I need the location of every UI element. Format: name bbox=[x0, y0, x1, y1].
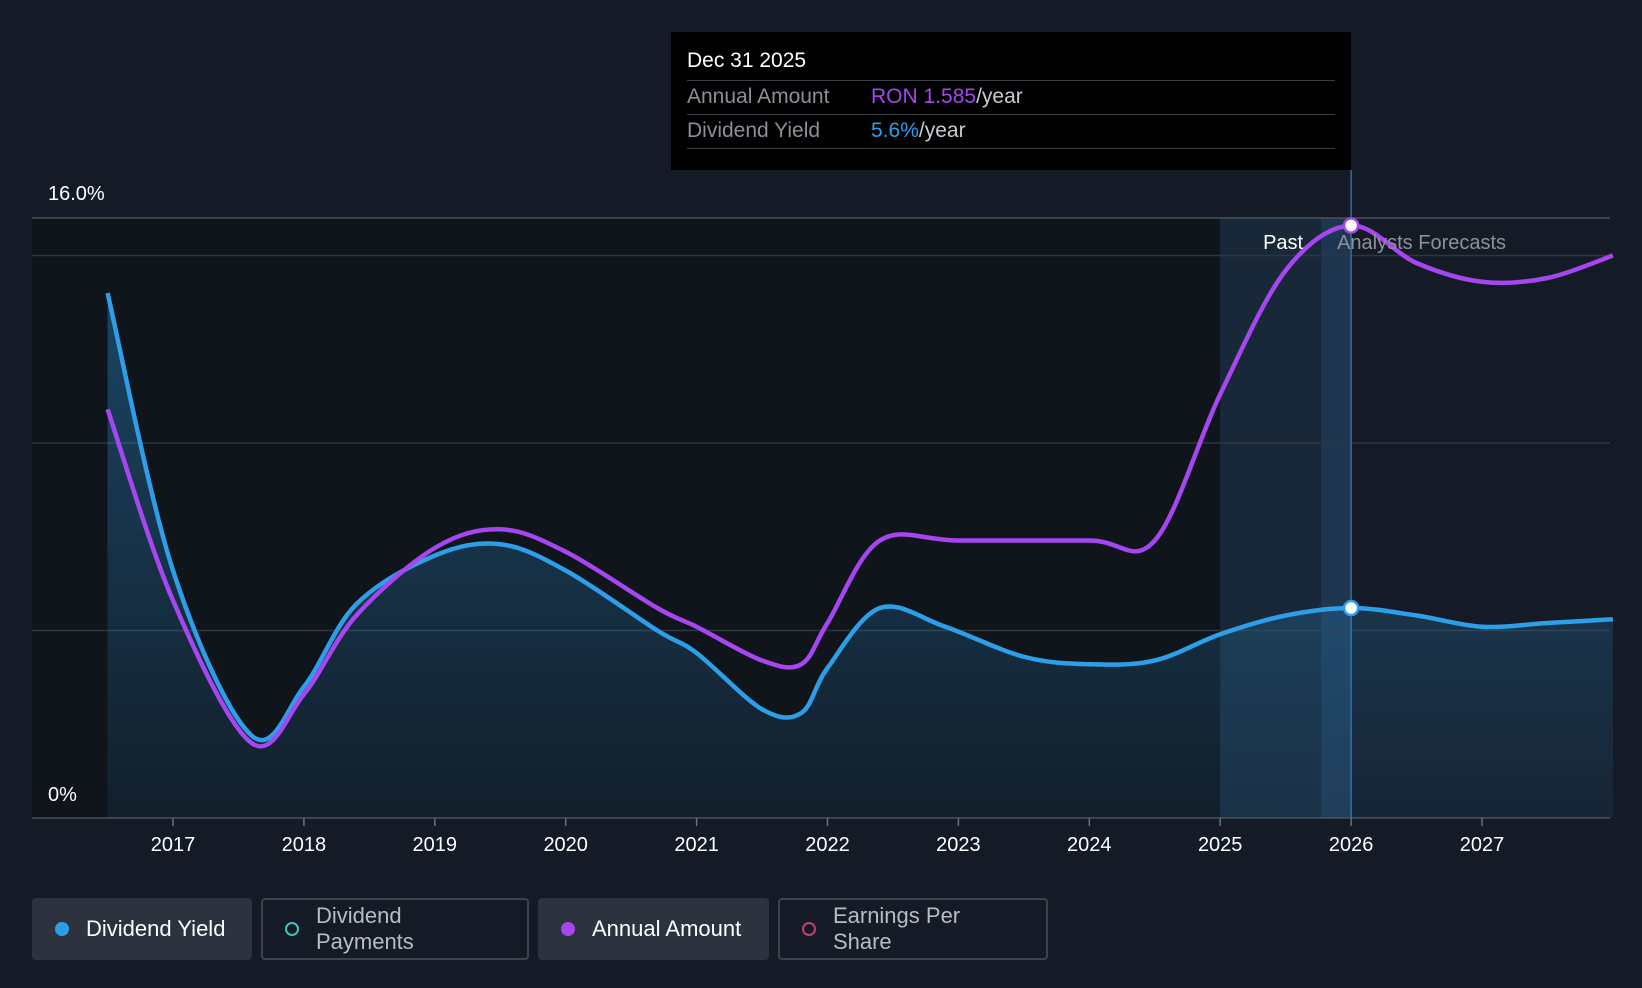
dividend-yield-line bbox=[105, 292, 1614, 743]
annual-amount-dot-icon bbox=[561, 922, 575, 936]
dividend-yield-area bbox=[107, 293, 1613, 818]
tooltip-annual-value: RON 1.585 bbox=[871, 85, 977, 108]
legend-label: Annual Amount bbox=[592, 916, 742, 941]
x-tick-label: 2026 bbox=[1329, 834, 1374, 856]
y-max-label: 16.0% bbox=[48, 183, 105, 205]
legend-annual-amount[interactable]: Annual Amount bbox=[538, 898, 769, 960]
dividend-payments-dot-icon bbox=[285, 922, 299, 936]
x-tick-label: 2025 bbox=[1198, 834, 1243, 856]
legend-label: Earnings Per Share bbox=[832, 903, 961, 954]
legend-label: Dividend Payments bbox=[315, 903, 414, 954]
tooltip-yield-row: Dividend Yield 5.6%/year bbox=[687, 115, 1335, 149]
x-tick-label: 2022 bbox=[805, 834, 850, 856]
tooltip-date: Dec 31 2025 bbox=[687, 46, 1335, 81]
dividend-yield-marker bbox=[1342, 599, 1360, 617]
tooltip-yield-value: 5.6% bbox=[871, 119, 919, 142]
x-tick-label: 2018 bbox=[282, 834, 327, 856]
legend-dividend-payments[interactable]: Dividend Payments bbox=[261, 898, 529, 960]
tooltip-yield-unit: /year bbox=[918, 119, 966, 142]
y-min-label: 0% bbox=[48, 784, 77, 806]
chart-legend: Dividend Yield Dividend Payments Annual … bbox=[32, 898, 1048, 960]
x-tick-label: 2021 bbox=[674, 834, 719, 856]
past-label: Past bbox=[1263, 232, 1303, 254]
tooltip-annual-row: Annual Amount RON 1.585/year bbox=[687, 81, 1335, 115]
x-tick-label: 2024 bbox=[1067, 834, 1112, 856]
annual-amount-marker bbox=[1342, 217, 1360, 234]
legend-earnings-per-share[interactable]: Earnings Per Share bbox=[778, 898, 1048, 960]
tooltip-annual-label: Annual Amount bbox=[687, 85, 830, 108]
chart-tooltip: Dec 31 2025 Annual Amount RON 1.585/year… bbox=[671, 32, 1351, 170]
earnings-per-share-dot-icon bbox=[802, 922, 816, 936]
tooltip-yield-label: Dividend Yield bbox=[687, 119, 821, 142]
x-tick-label: 2027 bbox=[1460, 834, 1505, 856]
x-tick-label: 2023 bbox=[936, 834, 981, 856]
dividend-yield-dot-icon bbox=[55, 922, 69, 936]
legend-label: Dividend Yield bbox=[86, 916, 226, 941]
legend-dividend-yield[interactable]: Dividend Yield bbox=[32, 898, 252, 960]
tooltip-annual-unit: /year bbox=[976, 85, 1023, 108]
forecast-label: Analysts Forecasts bbox=[1337, 232, 1506, 254]
x-tick-label: 2020 bbox=[543, 834, 588, 856]
x-tick-label: 2017 bbox=[151, 834, 196, 856]
x-tick-label: 2019 bbox=[413, 834, 458, 856]
